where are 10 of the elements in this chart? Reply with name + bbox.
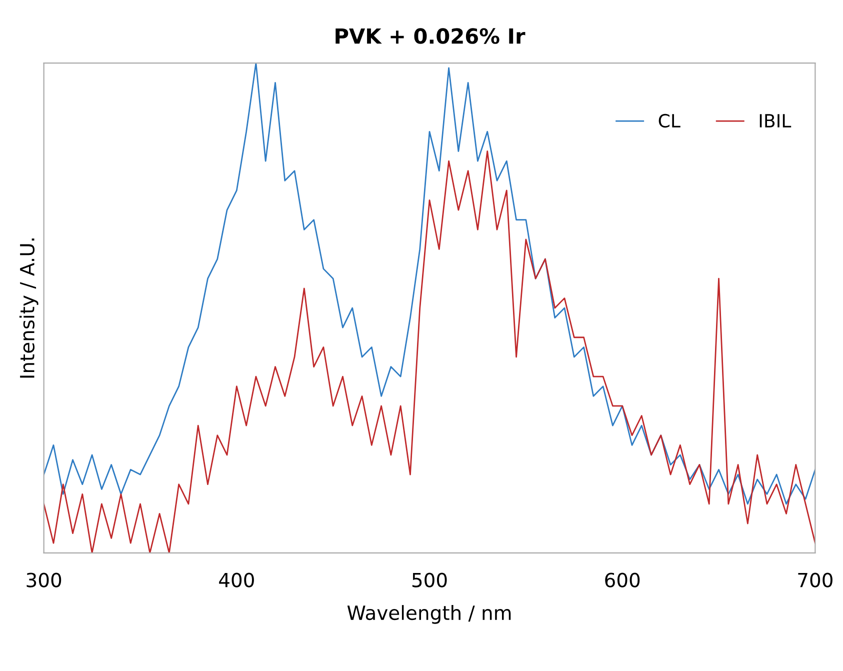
x-axis-title: Wavelength / nm [347,605,511,624]
chart-title: PVK + 0.026% Ir [336,28,526,44]
legend-label: CL [658,114,680,128]
x-tick-label: 700 [798,572,832,588]
x-tick-label: 600 [605,572,640,588]
y-axis-title: Intensity / A.U. [19,238,38,378]
legend-label: IBIL [760,114,792,128]
x-tick-label: 300 [26,572,62,588]
x-tick-label: 400 [219,572,254,588]
x-tick-label: 500 [412,572,447,588]
